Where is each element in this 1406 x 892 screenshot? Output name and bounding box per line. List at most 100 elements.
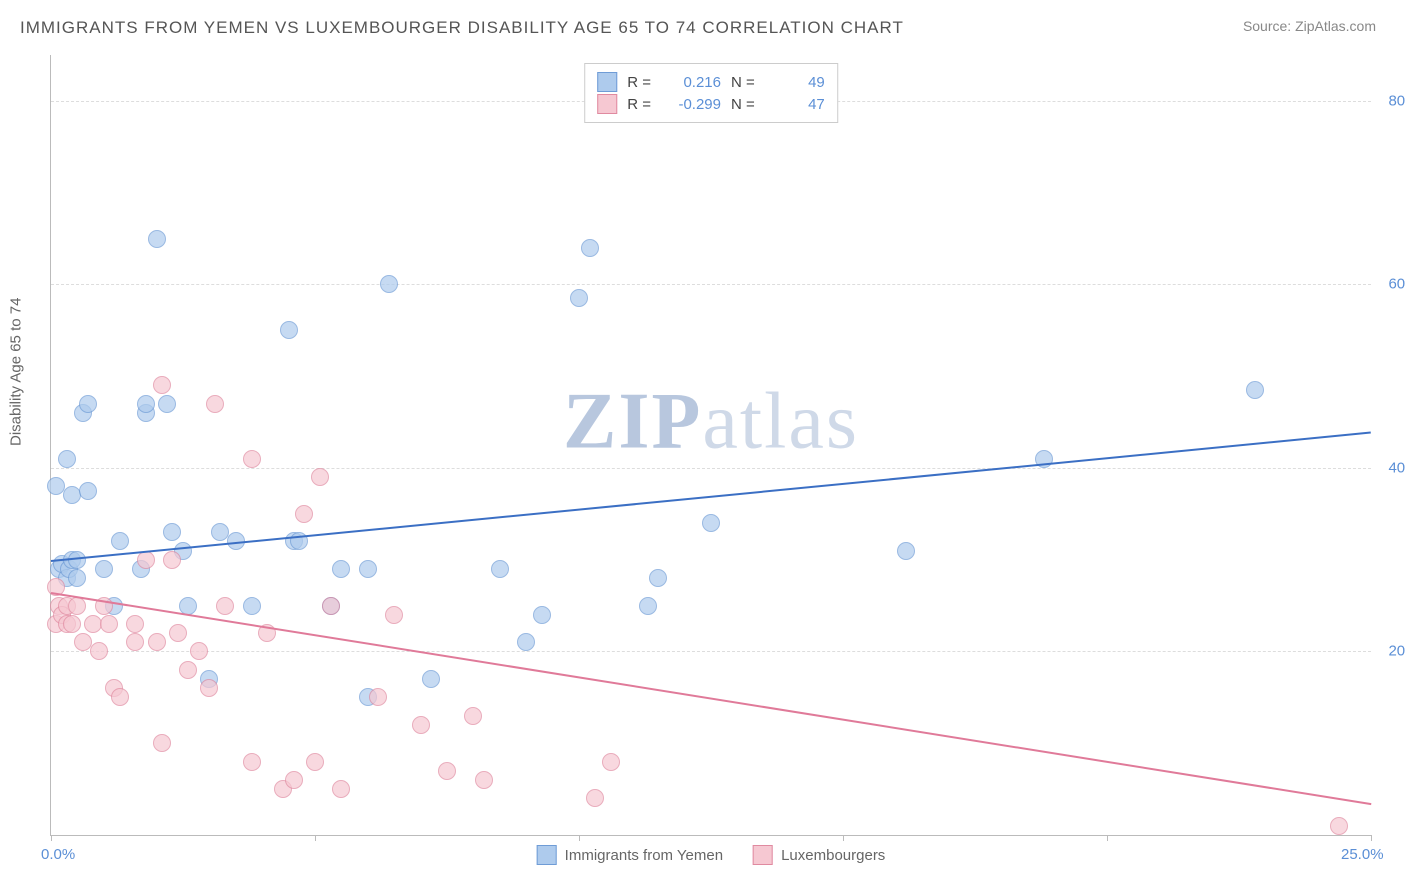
r-value-1: 0.216 [661, 74, 721, 91]
scatter-point [200, 679, 218, 697]
scatter-point [153, 734, 171, 752]
scatter-point [137, 551, 155, 569]
scatter-point [58, 450, 76, 468]
scatter-point [369, 688, 387, 706]
scatter-point [306, 753, 324, 771]
x-tick [843, 835, 844, 841]
scatter-point [1330, 817, 1348, 835]
scatter-point [111, 688, 129, 706]
scatter-point [148, 230, 166, 248]
watermark: ZIPatlas [563, 376, 859, 467]
legend-label-lux: Luxembourgers [781, 847, 885, 864]
scatter-point [517, 633, 535, 651]
legend-swatch-lux-bottom [753, 845, 773, 865]
scatter-point [332, 780, 350, 798]
x-tick [1107, 835, 1108, 841]
x-tick-label: 25.0% [1341, 846, 1384, 863]
scatter-point [158, 395, 176, 413]
r-label-2: R = [627, 96, 651, 113]
x-tick-label: 0.0% [41, 846, 75, 863]
scatter-point [179, 661, 197, 679]
gridline [51, 651, 1371, 652]
legend-swatch-yemen [597, 72, 617, 92]
plot-area: ZIPatlas R = 0.216 N = 49 R = -0.299 N =… [50, 55, 1371, 836]
x-tick [1371, 835, 1372, 841]
scatter-point [897, 542, 915, 560]
scatter-point [206, 395, 224, 413]
y-axis-label: Disability Age 65 to 74 [8, 298, 25, 446]
scatter-point [179, 597, 197, 615]
legend-series: Immigrants from Yemen Luxembourgers [537, 845, 886, 865]
n-value-1: 49 [765, 74, 825, 91]
scatter-point [491, 560, 509, 578]
scatter-point [163, 523, 181, 541]
scatter-point [216, 597, 234, 615]
legend-label-yemen: Immigrants from Yemen [565, 847, 723, 864]
legend-item-lux: Luxembourgers [753, 845, 885, 865]
scatter-point [602, 753, 620, 771]
legend-stats-box: R = 0.216 N = 49 R = -0.299 N = 47 [584, 63, 838, 123]
scatter-point [422, 670, 440, 688]
scatter-point [649, 569, 667, 587]
n-label-2: N = [731, 96, 755, 113]
scatter-point [169, 624, 187, 642]
gridline [51, 284, 1371, 285]
trend-line [51, 592, 1371, 805]
y-tick-label: 60.0% [1388, 276, 1406, 293]
scatter-point [280, 321, 298, 339]
scatter-point [311, 468, 329, 486]
scatter-point [639, 597, 657, 615]
scatter-point [322, 597, 340, 615]
scatter-point [79, 482, 97, 500]
scatter-point [126, 615, 144, 633]
scatter-point [90, 642, 108, 660]
legend-stats-row-1: R = 0.216 N = 49 [597, 72, 825, 92]
scatter-point [153, 376, 171, 394]
scatter-point [79, 395, 97, 413]
source-label: Source: [1243, 18, 1291, 34]
scatter-point [586, 789, 604, 807]
scatter-point [243, 597, 261, 615]
r-value-2: -0.299 [661, 96, 721, 113]
scatter-point [68, 569, 86, 587]
scatter-point [137, 395, 155, 413]
r-label-1: R = [627, 74, 651, 91]
scatter-point [412, 716, 430, 734]
legend-swatch-lux [597, 94, 617, 114]
scatter-point [126, 633, 144, 651]
source-name: ZipAtlas.com [1295, 18, 1376, 34]
x-tick [51, 835, 52, 841]
legend-item-yemen: Immigrants from Yemen [537, 845, 723, 865]
watermark-rest: atlas [702, 377, 859, 465]
gridline [51, 468, 1371, 469]
scatter-point [63, 615, 81, 633]
n-label-1: N = [731, 74, 755, 91]
x-tick [579, 835, 580, 841]
scatter-point [475, 771, 493, 789]
watermark-bold: ZIP [563, 377, 702, 465]
scatter-point [111, 532, 129, 550]
y-tick-label: 80.0% [1388, 92, 1406, 109]
scatter-point [243, 753, 261, 771]
scatter-point [332, 560, 350, 578]
y-tick-label: 40.0% [1388, 459, 1406, 476]
scatter-point [464, 707, 482, 725]
y-tick-label: 20.0% [1388, 643, 1406, 660]
scatter-point [438, 762, 456, 780]
scatter-point [380, 275, 398, 293]
legend-swatch-yemen-bottom [537, 845, 557, 865]
chart-container: IMMIGRANTS FROM YEMEN VS LUXEMBOURGER DI… [0, 0, 1406, 892]
n-value-2: 47 [765, 96, 825, 113]
scatter-point [1246, 381, 1264, 399]
scatter-point [285, 771, 303, 789]
scatter-point [533, 606, 551, 624]
scatter-point [100, 615, 118, 633]
scatter-point [295, 505, 313, 523]
scatter-point [385, 606, 403, 624]
scatter-point [702, 514, 720, 532]
x-tick [315, 835, 316, 841]
scatter-point [190, 642, 208, 660]
source-attribution: Source: ZipAtlas.com [1243, 18, 1376, 34]
scatter-point [95, 560, 113, 578]
scatter-point [243, 450, 261, 468]
